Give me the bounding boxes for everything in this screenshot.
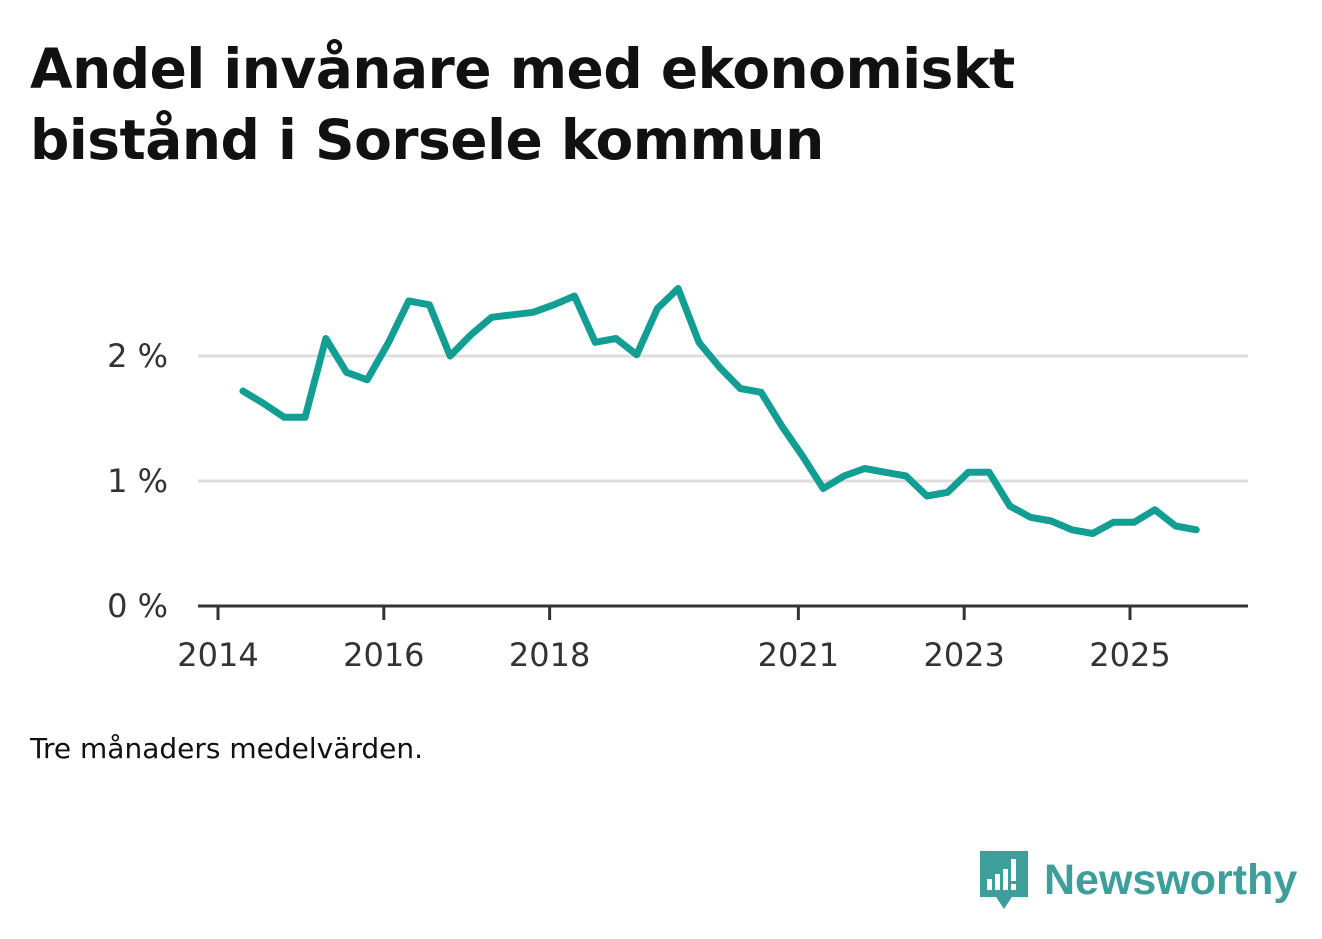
x-tick-label: 2025 — [1089, 636, 1170, 674]
x-axis: 2014 2016 2018 2021 2023 2025 — [177, 604, 1248, 674]
gridlines — [198, 354, 1248, 483]
x-tick-label: 2021 — [758, 636, 839, 674]
chart-title: Andel invånare med ekonomiskt bistånd i … — [30, 37, 1015, 172]
footnote: Tre månaders medelvärden. — [30, 732, 424, 765]
series-line — [239, 285, 1200, 537]
y-tick-label: 1 % — [107, 462, 168, 500]
brand-logo[interactable]: Newsworthy — [978, 848, 1297, 912]
x-tick-label: 2023 — [923, 636, 1004, 674]
y-axis: 0 % 1 % 2 % — [107, 337, 168, 625]
x-tick-label: 2018 — [509, 636, 590, 674]
brand-name: Newsworthy — [1044, 855, 1298, 904]
y-tick-label: 2 % — [107, 337, 168, 375]
y-tick-label: 0 % — [107, 587, 168, 625]
newsworthy-logo-icon — [980, 851, 1028, 909]
x-tick-label: 2016 — [343, 636, 424, 674]
x-tick-label: 2014 — [177, 636, 258, 674]
series-group — [239, 285, 1200, 537]
